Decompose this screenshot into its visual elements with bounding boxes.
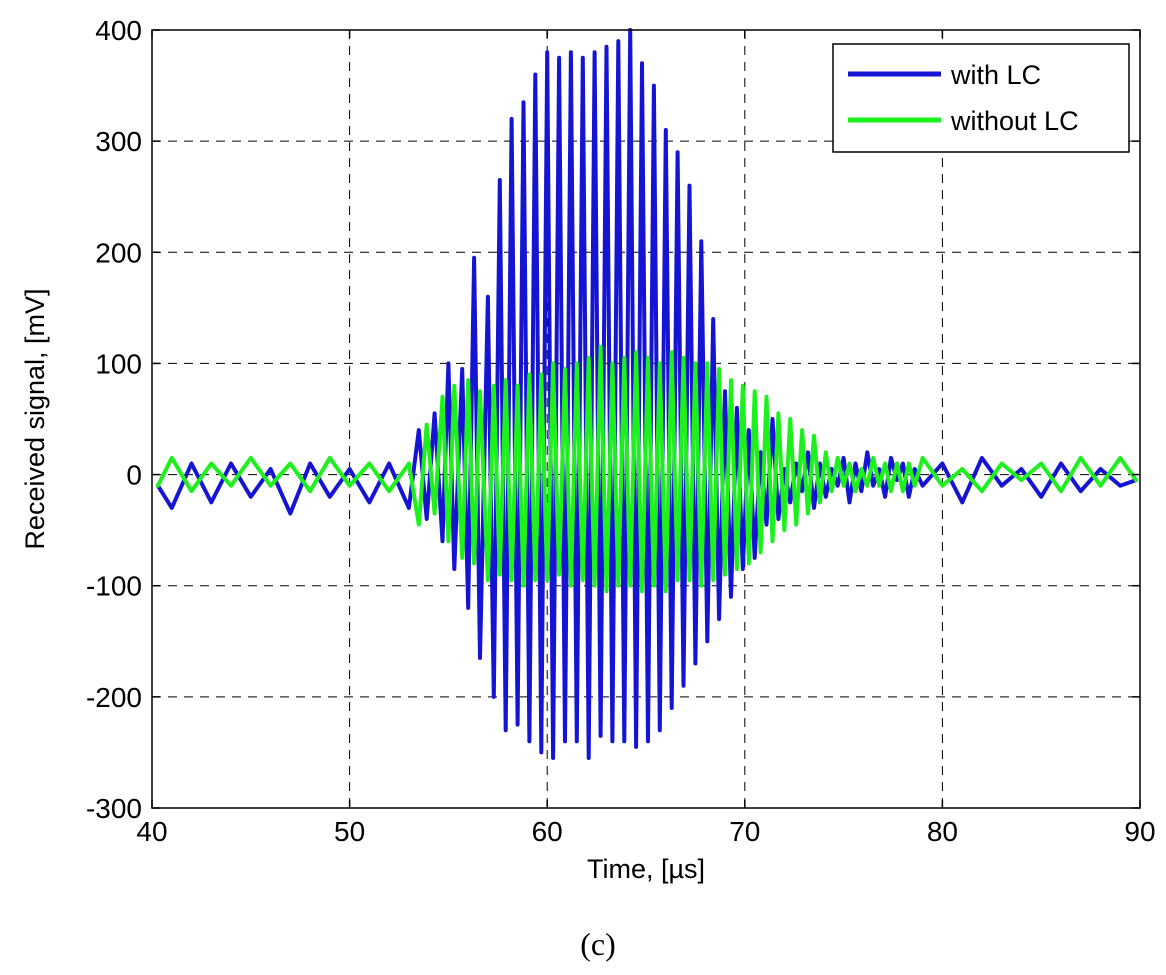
y-tick-label-100: 100 — [95, 348, 142, 379]
legend-label-with-lc: with LC — [950, 60, 1041, 90]
y-tick-label-400: 400 — [95, 15, 142, 46]
plot-frame — [151, 29, 1141, 809]
y-tick-label--200: -200 — [86, 682, 142, 713]
x-tick-label-40: 40 — [136, 816, 167, 847]
x-tick-label-80: 80 — [927, 816, 958, 847]
series-line-1 — [155, 344, 1138, 594]
y-tick-label--100: -100 — [86, 571, 142, 602]
y-tick-label-300: 300 — [95, 126, 142, 157]
legend-box — [832, 43, 1130, 153]
legend-label-without-lc: without LC — [950, 106, 1079, 136]
y-tick-label-0: 0 — [126, 460, 142, 491]
x-tick-label-50: 50 — [334, 816, 365, 847]
series-layer — [155, 28, 1138, 760]
figure-caption: (c) — [580, 926, 616, 962]
axis-ticks: 40 50 60 70 80 90 -300 -200 -100 0 100 200 300 400 — [86, 15, 1156, 847]
y-axis-title: Received signal, [mV] — [20, 288, 50, 549]
y-tick-label--300: -300 — [86, 793, 142, 824]
x-tick-label-70: 70 — [729, 816, 760, 847]
x-tick-label-60: 60 — [532, 816, 563, 847]
legend: with LC without LC — [832, 43, 1130, 153]
x-axis-title: Time, [µs] — [587, 854, 705, 884]
series-line-0 — [155, 28, 1138, 760]
x-tick-label-90: 90 — [1124, 816, 1155, 847]
y-tick-label-200: 200 — [95, 237, 142, 268]
